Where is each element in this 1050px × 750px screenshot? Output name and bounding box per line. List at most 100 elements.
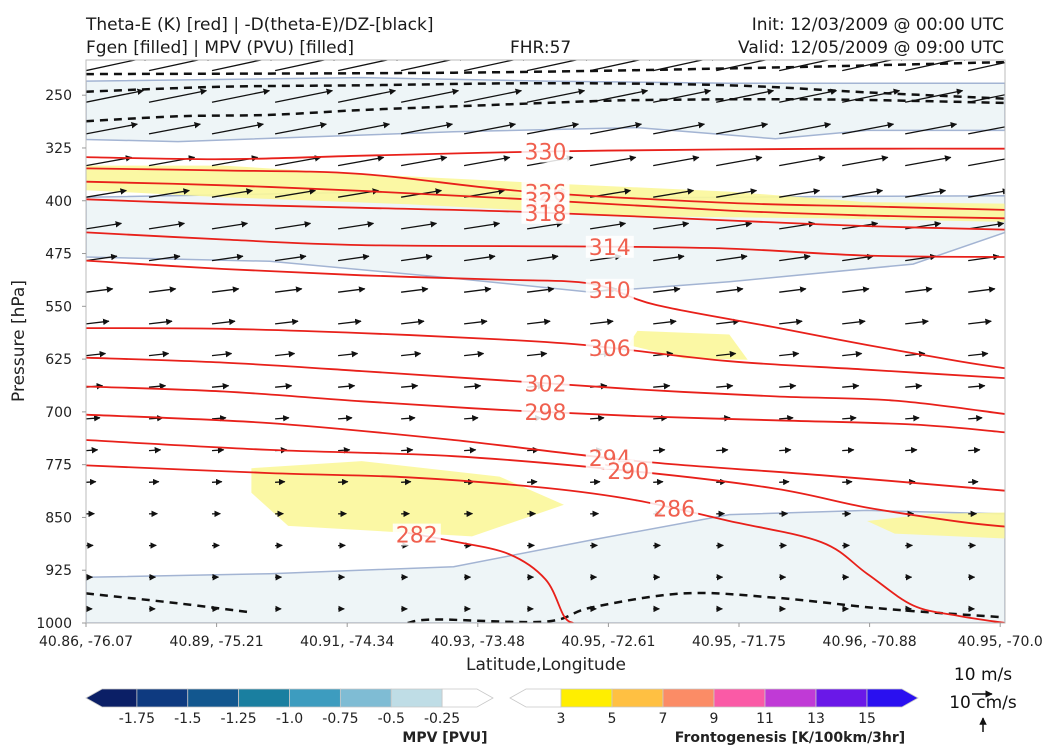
wind-vector (842, 478, 853, 486)
wind-vector (211, 122, 264, 135)
y-axis: 250 325 400 475 550 625 700 775 850 925 1000 (36, 88, 86, 632)
wind-vector (86, 188, 127, 198)
wind-vector (968, 415, 983, 422)
wind-vector (274, 60, 340, 72)
wind-vector (779, 286, 807, 293)
wind-vector (401, 446, 414, 454)
colorbar-tick-label: 7 (659, 711, 668, 727)
x-tick-label: 40.86, -76.07 (39, 634, 133, 650)
wind-vector (968, 350, 989, 358)
wind-vector (842, 415, 857, 422)
wind-vector (653, 60, 718, 72)
wind-vector (338, 286, 366, 293)
theta-e-label-bg (585, 278, 634, 301)
theta-e-label-bg (521, 140, 570, 163)
wind-vector (148, 221, 186, 230)
wind-vector (968, 286, 996, 293)
mpv-region (86, 509, 1005, 623)
wind-vector (842, 382, 860, 390)
wind-vector (464, 415, 479, 422)
wind-vector-key: 10 m/s 10 cm/s (949, 665, 1017, 732)
theta-e-labels: 330326322318314310306302298294290286282 (392, 140, 699, 549)
wind-vector (148, 60, 214, 72)
wind-vector (905, 318, 929, 326)
wind-vector (779, 446, 792, 454)
wind-vector (527, 478, 538, 486)
theta-e-contour (86, 231, 1005, 258)
wind-vector (968, 188, 1005, 198)
wind-vector (779, 350, 800, 358)
wind-vector (842, 318, 866, 326)
wind-vector (86, 221, 123, 230)
wind-vector (716, 221, 753, 230)
wind-vector (527, 253, 559, 262)
stability-contour (86, 60, 1005, 76)
y-tick-label: 700 (45, 405, 72, 421)
chart-title-line1: Theta-E (K) [red] | -D(theta-E)/DZ-[blac… (86, 15, 434, 35)
wind-vector (716, 350, 737, 358)
wind-vector (653, 415, 668, 422)
wind-vector (527, 221, 564, 230)
wind-vector (148, 382, 167, 390)
wind-vector (401, 286, 429, 293)
wind-vector (275, 350, 296, 358)
wind-vector (779, 253, 811, 262)
wind-vector (653, 478, 664, 486)
wind-vector (905, 415, 920, 422)
y-tick-label: 925 (45, 563, 72, 579)
wind-vector (653, 122, 706, 135)
x-axis-label: Latitude,Longitude (466, 655, 626, 675)
wind-vector (401, 350, 422, 358)
wind-vector (842, 60, 907, 72)
wind-vector (401, 253, 433, 262)
wind-vector (779, 478, 790, 486)
colorbar-tick-label: -0.25 (424, 711, 460, 727)
wind-vector (338, 478, 349, 486)
wind-vector (716, 253, 748, 262)
wind-vector (464, 382, 482, 390)
wind-vector (211, 286, 240, 293)
colorbar-tick-label: -0.75 (322, 711, 358, 727)
colorbar-segment (815, 688, 868, 708)
colorbar-segment (560, 688, 613, 708)
wind-vector (653, 188, 695, 198)
wind-vector (337, 122, 391, 135)
fgen-region (628, 330, 748, 360)
y-tick-label: 625 (45, 352, 72, 368)
wind-vector (338, 350, 359, 358)
wind-vector (338, 415, 353, 422)
wind-vector (779, 382, 797, 390)
stability-contour (407, 591, 1005, 623)
wind-vector (274, 88, 334, 103)
colorbar-segment (289, 688, 341, 708)
wind-vector (275, 221, 312, 230)
fgen-region (867, 512, 1005, 539)
wind-vector (589, 60, 655, 72)
wind-vector (275, 478, 286, 486)
wind-vector (590, 478, 601, 486)
frontogenesis-colorbar: 3 5 7 9 11 13 15 (509, 688, 919, 727)
wind-vector (653, 155, 700, 167)
y-tick-label: 325 (45, 141, 72, 157)
wind-vectors (86, 60, 1005, 613)
y-tick-label: 250 (45, 88, 72, 104)
wind-vector (527, 350, 548, 358)
wind-vector (716, 318, 740, 326)
wind-vector (905, 122, 958, 135)
wind-vector (338, 446, 351, 454)
colorbar-tick-label: 9 (710, 711, 719, 727)
wind-vector (905, 382, 923, 390)
wind-vector (401, 415, 416, 422)
colorbar-segment (662, 688, 715, 708)
colorbar-segment (390, 688, 443, 708)
theta-e-label: 330 (525, 141, 567, 166)
colorbar-segment (187, 688, 240, 708)
wind-vector (274, 155, 322, 167)
theta-e-label-bg (521, 201, 570, 224)
y-axis-label: Pressure [hPa] (9, 280, 29, 402)
colorbar-tick-label: 11 (756, 711, 774, 727)
wind-vector (716, 60, 781, 72)
x-tick-label: 40.91, -74.34 (300, 634, 394, 650)
wind-vector (968, 382, 986, 390)
wind-vector (148, 88, 208, 103)
